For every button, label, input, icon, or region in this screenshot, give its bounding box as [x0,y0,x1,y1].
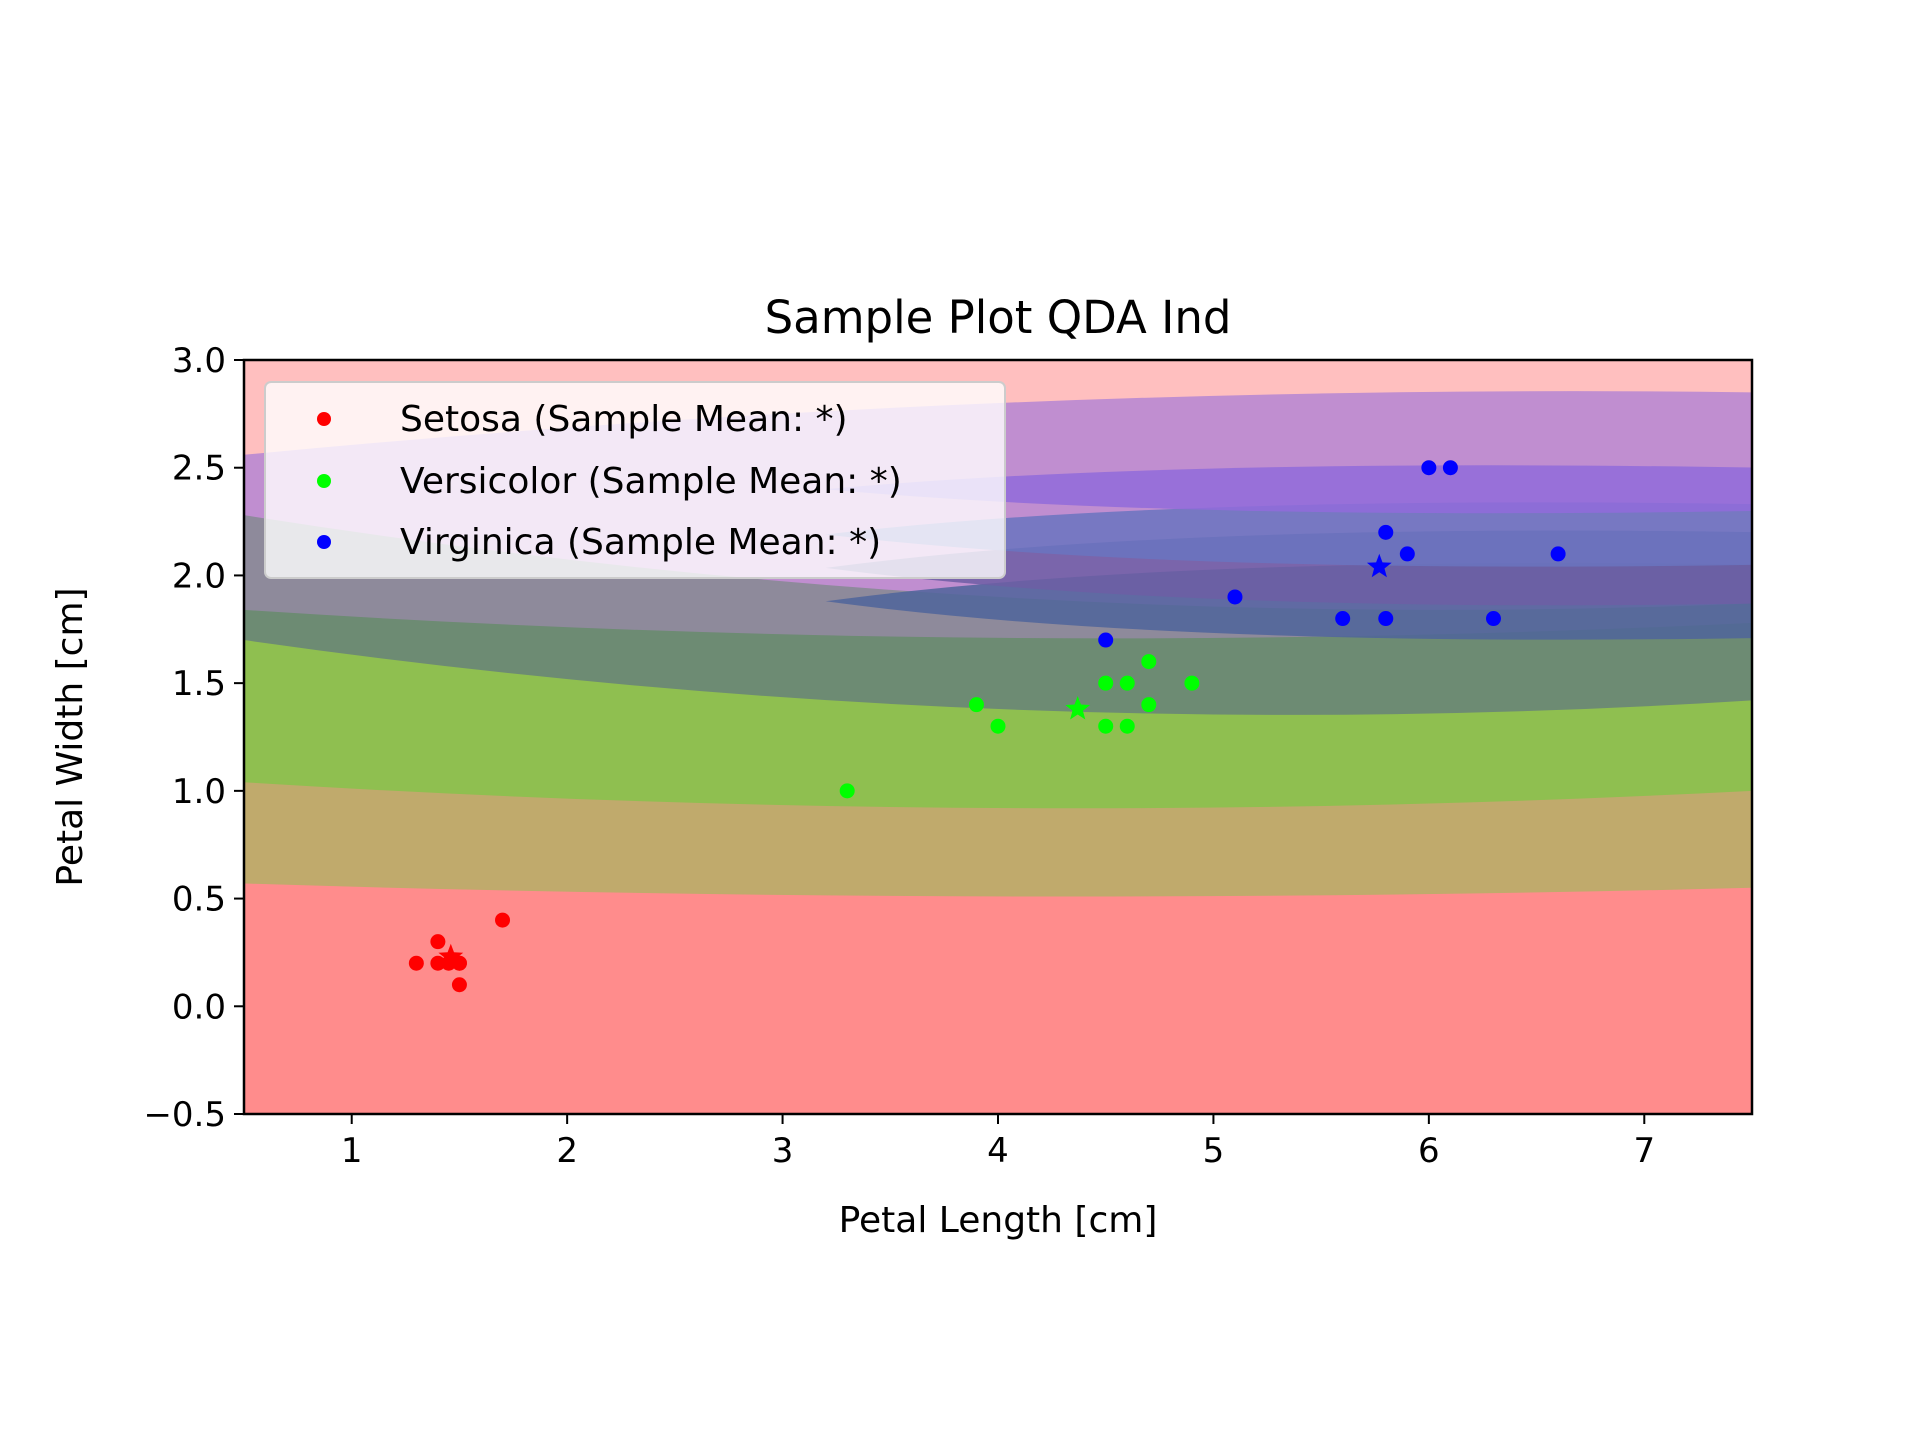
mean-star-series1 [1065,696,1091,720]
x-tick-label-0: 1 [341,1131,363,1171]
point-series1-8 [1141,697,1157,713]
y-axis-label: Petal Width [cm] [50,587,91,886]
x-axis-label: Petal Length [cm] [839,1200,1158,1241]
x-tick-label-1: 2 [556,1131,578,1171]
point-series2-6 [1421,460,1437,476]
mean-star-series2 [1366,553,1392,578]
point-series0-7 [495,912,511,928]
decision-regions [244,391,1752,1114]
point-series2-8 [1485,611,1501,627]
point-series1-9 [1184,675,1200,691]
point-series2-4 [1378,611,1394,627]
decision-band-0 [244,883,1752,1114]
decision-region-right-2 [825,502,1752,567]
decision-region-right-3 [825,465,1752,514]
point-series2-9 [1550,546,1566,562]
legend-marker-setosa [317,412,331,426]
point-series1-6 [1119,718,1135,734]
y-tick-label-3: 1.0 [172,772,226,812]
y-tick-label-1: 0.0 [172,987,226,1027]
x-tick-label-3: 4 [987,1131,1009,1171]
y-tick-label-0: −0.5 [143,1095,226,1135]
legend-label-setosa: Setosa (Sample Mean: *) [400,399,848,440]
point-series1-7 [1141,654,1157,670]
legend-label-virginica: Virginica (Sample Mean: *) [400,522,881,563]
data-points [408,460,1566,993]
y-tick-label-7: 3.0 [172,341,226,381]
point-series0-1 [430,955,446,971]
point-series2-3 [1378,524,1394,540]
x-tick-label-5: 6 [1418,1131,1440,1171]
x-tick-label-4: 5 [1203,1131,1225,1171]
legend-label-versicolor: Versicolor (Sample Mean: *) [400,461,902,502]
legend: Setosa (Sample Mean: *) Versicolor (Samp… [264,381,1006,579]
legend-marker-virginica [317,535,331,549]
point-series1-3 [1098,675,1114,691]
plot-area [244,360,1752,1114]
y-tick-label-5: 2.0 [172,556,226,596]
point-series2-0 [1098,632,1114,648]
x-axis: 1 2 3 4 5 6 7 [341,1114,1655,1171]
mean-star-series0 [438,943,464,968]
point-series1-0 [839,783,855,799]
point-series0-0 [408,955,424,971]
point-series2-5 [1399,546,1415,562]
point-series2-1 [1227,589,1243,605]
x-tick-label-6: 7 [1633,1131,1655,1171]
point-series1-5 [1119,675,1135,691]
legend-marker-versicolor [317,474,331,488]
point-series2-2 [1335,611,1351,627]
point-series1-1 [968,697,984,713]
chart-title: Sample Plot QDA Ind [765,291,1232,344]
point-series0-2 [430,934,446,950]
legend-box [264,381,1006,579]
y-tick-label-6: 2.5 [172,449,226,489]
point-series1-2 [990,718,1006,734]
point-series0-6 [451,977,467,993]
y-tick-label-4: 1.5 [172,664,226,704]
y-axis: −0.5 0.0 0.5 1.0 1.5 2.0 2.5 3.0 [143,341,244,1135]
point-series1-4 [1098,718,1114,734]
point-series2-7 [1442,460,1458,476]
y-tick-label-2: 0.5 [172,880,226,920]
x-tick-label-2: 3 [772,1131,794,1171]
